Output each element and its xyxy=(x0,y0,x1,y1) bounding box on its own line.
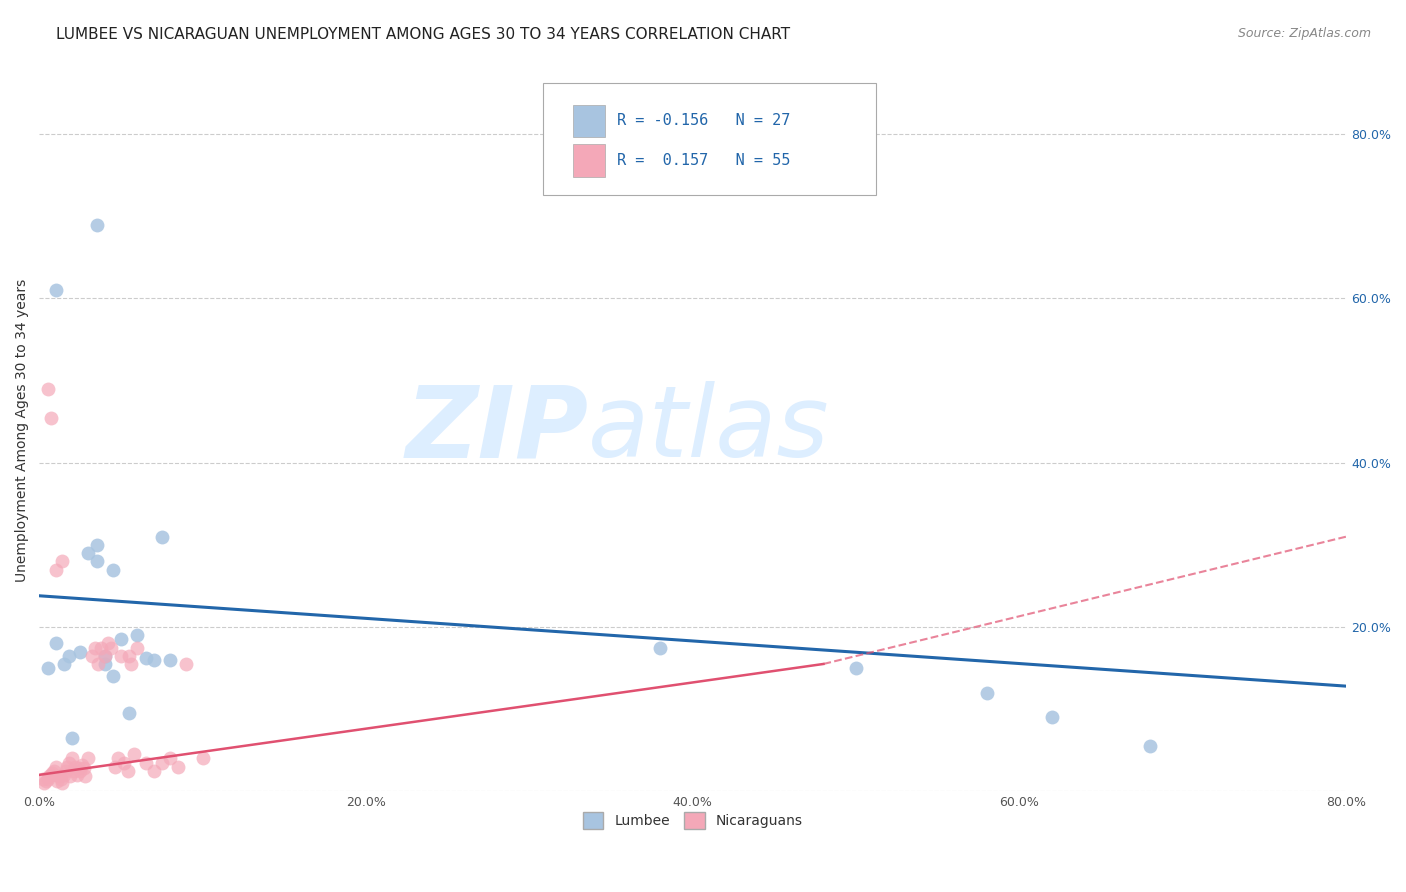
Point xyxy=(976,686,998,700)
Point xyxy=(122,747,145,762)
Point xyxy=(38,769,60,783)
Point xyxy=(120,657,142,671)
Point xyxy=(72,761,94,775)
Point xyxy=(45,562,67,576)
Point xyxy=(69,645,91,659)
Point xyxy=(135,756,157,770)
Point xyxy=(52,657,75,671)
Point xyxy=(101,669,124,683)
Point xyxy=(648,640,671,655)
Point xyxy=(69,764,91,778)
Point xyxy=(75,769,97,783)
Point xyxy=(86,538,108,552)
Text: R =  0.157   N = 55: R = 0.157 N = 55 xyxy=(617,153,790,168)
Point xyxy=(100,640,122,655)
Point xyxy=(1139,739,1161,753)
Point xyxy=(45,759,67,773)
Point xyxy=(135,651,157,665)
Point xyxy=(48,769,70,783)
Point xyxy=(39,410,62,425)
Point xyxy=(42,764,65,778)
Point xyxy=(34,776,56,790)
Point xyxy=(49,772,72,786)
Point xyxy=(94,648,117,663)
Point xyxy=(84,640,107,655)
Point xyxy=(52,768,75,782)
Point xyxy=(159,751,181,765)
Point xyxy=(58,648,80,663)
Point xyxy=(86,218,108,232)
Point xyxy=(56,759,79,773)
Point xyxy=(97,636,120,650)
Point xyxy=(142,764,165,778)
Point xyxy=(45,283,67,297)
Point xyxy=(59,769,82,783)
Point xyxy=(1040,710,1063,724)
Point xyxy=(110,648,132,663)
Text: LUMBEE VS NICARAGUAN UNEMPLOYMENT AMONG AGES 30 TO 34 YEARS CORRELATION CHART: LUMBEE VS NICARAGUAN UNEMPLOYMENT AMONG … xyxy=(56,27,790,42)
Text: ZIP: ZIP xyxy=(405,382,588,478)
Point xyxy=(86,554,108,568)
Point xyxy=(118,706,141,721)
FancyBboxPatch shape xyxy=(543,83,876,195)
Point xyxy=(31,772,53,786)
Point xyxy=(37,661,59,675)
Point xyxy=(37,772,59,786)
Point xyxy=(55,764,77,778)
Point xyxy=(142,653,165,667)
Point xyxy=(191,751,214,765)
Text: Source: ZipAtlas.com: Source: ZipAtlas.com xyxy=(1237,27,1371,40)
Point xyxy=(110,632,132,647)
Point xyxy=(118,648,141,663)
Point xyxy=(80,648,103,663)
Text: atlas: atlas xyxy=(588,382,830,478)
Point xyxy=(90,640,112,655)
Point xyxy=(66,768,89,782)
Point xyxy=(62,764,84,778)
Text: R = -0.156   N = 27: R = -0.156 N = 27 xyxy=(617,113,790,128)
Point xyxy=(77,751,100,765)
Point xyxy=(41,766,63,780)
Point xyxy=(35,774,58,789)
Point xyxy=(60,751,83,765)
Point xyxy=(51,776,73,790)
Point xyxy=(58,756,80,770)
Point xyxy=(159,653,181,667)
Point xyxy=(117,764,139,778)
Point xyxy=(87,657,110,671)
Point xyxy=(70,758,93,772)
Point xyxy=(101,562,124,576)
Point xyxy=(150,530,173,544)
Point xyxy=(67,761,90,775)
Point xyxy=(94,657,117,671)
Point xyxy=(167,759,190,773)
Legend: Lumbee, Nicaraguans: Lumbee, Nicaraguans xyxy=(576,807,808,835)
Point xyxy=(150,756,173,770)
Point xyxy=(176,657,198,671)
FancyBboxPatch shape xyxy=(572,104,605,137)
Point xyxy=(845,661,868,675)
Point xyxy=(46,774,69,789)
Y-axis label: Unemployment Among Ages 30 to 34 years: Unemployment Among Ages 30 to 34 years xyxy=(15,278,30,582)
Point xyxy=(39,768,62,782)
Point xyxy=(77,546,100,560)
Point xyxy=(127,628,149,642)
Point xyxy=(127,640,149,655)
Point xyxy=(94,648,117,663)
Point xyxy=(51,554,73,568)
Point xyxy=(60,731,83,745)
Point xyxy=(65,759,87,773)
Point xyxy=(103,759,125,773)
Point xyxy=(37,382,59,396)
FancyBboxPatch shape xyxy=(572,145,605,177)
Point xyxy=(45,636,67,650)
Point xyxy=(107,751,129,765)
Point xyxy=(112,756,135,770)
